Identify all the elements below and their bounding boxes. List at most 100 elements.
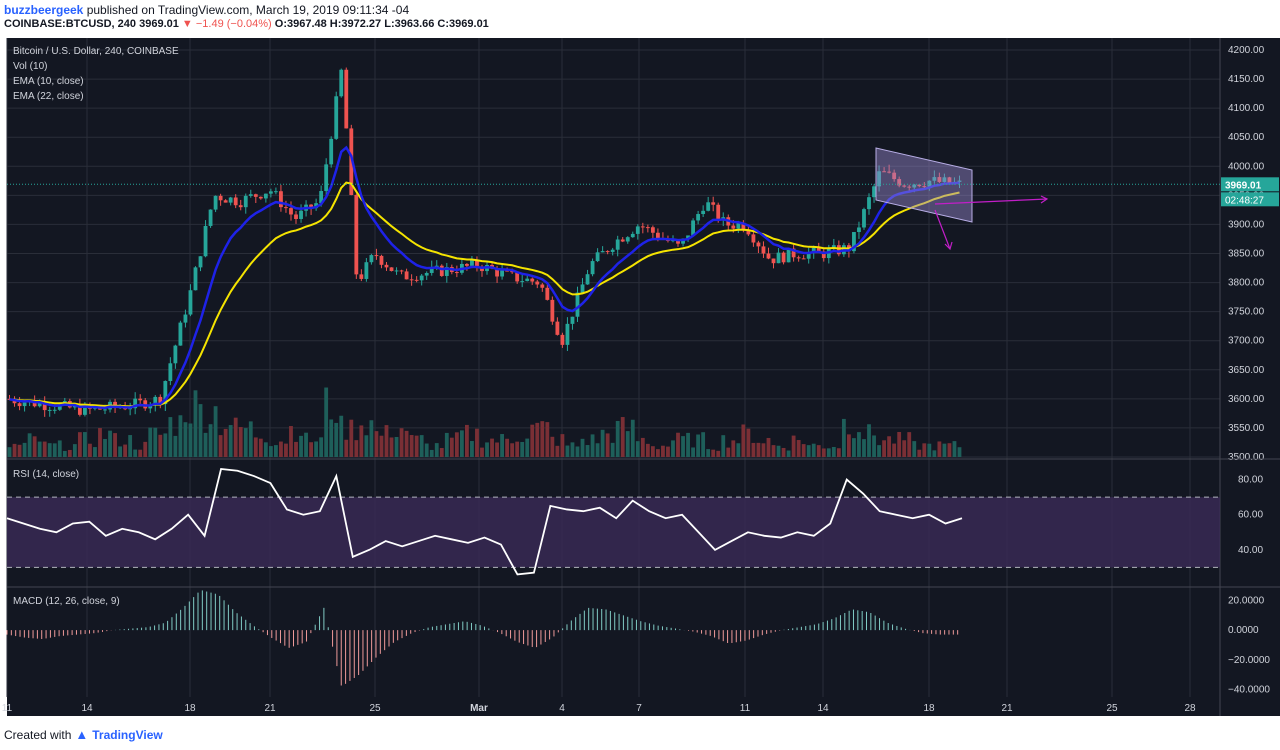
author-link[interactable]: buzzbeergeek (4, 3, 84, 17)
ema22-line (9, 181, 960, 408)
volume-bar (98, 428, 102, 457)
volume-bar (932, 450, 937, 457)
candle-body (198, 256, 203, 268)
candle-body (404, 271, 409, 280)
volume-bar (746, 428, 751, 457)
projection-arrow-right (934, 198, 1048, 205)
candle-body (751, 234, 756, 243)
candle-body (324, 164, 329, 192)
ohlc-values: O:3967.48 H:3972.27 L:3963.66 C:3969.01 (274, 18, 489, 30)
candle-body (279, 191, 283, 208)
volume-bar (228, 425, 233, 457)
volume-bar (434, 443, 439, 457)
x-tick-label: 11 (2, 703, 13, 714)
candle-body (193, 267, 198, 291)
candle-body (590, 261, 595, 275)
volume-bar (681, 436, 685, 457)
rsi-tick-label: 60.00 (1238, 510, 1263, 521)
rsi-line (6, 468, 963, 576)
volume-bar (480, 447, 484, 457)
candle-body (686, 235, 690, 239)
volume-bar (118, 446, 123, 457)
volume-bar (706, 449, 711, 457)
volume-bar (565, 445, 570, 457)
volume-bar (505, 438, 510, 457)
candle-body (625, 237, 630, 242)
candle-body (424, 272, 429, 276)
price-tick-label: 3800.00 (1228, 278, 1265, 289)
candle-body (394, 270, 399, 272)
volume-bar (248, 421, 253, 457)
macd-tick-label: −20.0000 (1228, 655, 1270, 666)
volume-bar (917, 449, 922, 457)
candle-body (203, 225, 208, 257)
volume-bar (650, 446, 655, 457)
volume-bar (344, 439, 349, 457)
countdown-badge-label: 02:48:27 (1225, 195, 1264, 206)
publish-info: published on TradingView.com, March 19, … (86, 3, 410, 17)
volume-bar (329, 419, 334, 457)
volume-bar (47, 443, 52, 457)
volume-bar (676, 432, 680, 457)
volume-bar (942, 443, 947, 457)
candle-body (158, 396, 163, 405)
volume-bar (198, 404, 203, 457)
volume-bar (208, 424, 213, 457)
volume-bar (314, 441, 319, 457)
candle-body (585, 274, 590, 285)
price-tick-label: 3850.00 (1228, 249, 1265, 260)
volume-bar (72, 444, 77, 457)
candle-body (319, 191, 324, 204)
x-tick-label: Mar (470, 703, 488, 714)
volume-bar (761, 443, 766, 457)
volume-bar (168, 417, 173, 457)
candle-body (600, 251, 605, 253)
volume-bar (193, 390, 198, 457)
candle-body (379, 255, 384, 265)
candle-body (791, 248, 796, 258)
volume-bar (444, 432, 449, 457)
tradingview-brand[interactable]: TradingView (92, 727, 163, 742)
volume-bar (545, 422, 550, 457)
volume-bar (816, 445, 821, 457)
candle-body (243, 195, 248, 208)
price-badge (1221, 177, 1279, 192)
candle-body (640, 226, 645, 228)
legend-ema22: EMA (22, close) (13, 91, 84, 102)
candle-body (223, 200, 228, 203)
volume-bar (595, 443, 600, 457)
candle-body (535, 281, 540, 285)
candle-body (927, 180, 932, 187)
volume-bar (691, 447, 696, 457)
candle-body (696, 214, 701, 221)
candle-body (776, 252, 781, 264)
volume-bar (806, 445, 811, 457)
candle-body (248, 194, 253, 196)
volume-bar (796, 440, 801, 457)
volume-bar (902, 440, 907, 457)
volume-bar (354, 440, 359, 457)
x-tick-label: 28 (1184, 703, 1196, 714)
candle-body (731, 225, 736, 229)
volume-bar (263, 442, 268, 457)
volume-bar (791, 435, 796, 457)
volume-bar (424, 443, 429, 457)
volume-bar (811, 443, 816, 457)
volume-bar (610, 442, 615, 457)
candle-body (103, 409, 107, 411)
candle-body (786, 248, 791, 263)
volume-bar (887, 436, 892, 457)
volume-bar (721, 435, 726, 457)
candle-body (530, 278, 535, 282)
candle-body (816, 247, 821, 252)
x-tick-label: 25 (1106, 703, 1118, 714)
volume-bar (359, 425, 364, 457)
legend-rsi: RSI (14, close) (13, 469, 79, 480)
candle-body (882, 171, 887, 173)
volume-bar (153, 427, 158, 457)
candle-body (57, 404, 62, 410)
price-tick-label: 3600.00 (1228, 394, 1265, 405)
volume-bar (233, 417, 238, 457)
volume-bar (776, 445, 781, 457)
